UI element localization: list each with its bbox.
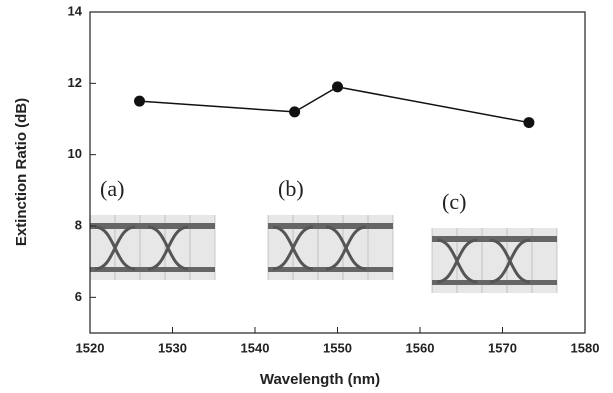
x-tick-label: 1550 [323,340,352,355]
y-axis-label: Extinction Ratio (dB) [13,98,30,246]
x-tick-label: 1540 [241,340,270,355]
chart: (a) (b) (c) Wavelength (nm) Extinction Rat… [0,0,613,393]
x-axis-label: Wavelength (nm) [260,371,380,388]
series-line [140,87,529,123]
data-point [134,96,145,107]
y-tick-label: 10 [68,146,82,161]
x-tick-label: 1580 [571,340,600,355]
data-point [332,81,343,92]
inset-label: (c) [442,189,466,214]
x-tick-label: 1570 [488,340,517,355]
eye-diagram: (a) [90,176,215,280]
eye-diagrams: (a) (b) (c) [90,176,557,293]
x-tick-label: 1560 [406,340,435,355]
y-tick-label: 12 [68,75,82,90]
x-tick-label: 1520 [76,340,105,355]
eye-diagram: (c) [432,189,557,293]
inset-label: (a) [100,176,124,201]
y-tick-label: 14 [68,3,83,18]
data-point [523,117,534,128]
y-tick-label: 8 [75,217,82,232]
inset-label: (b) [278,176,304,201]
data-point [289,106,300,117]
y-tick-label: 6 [75,289,82,304]
eye-diagram: (b) [268,176,393,280]
x-tick-label: 1530 [158,340,187,355]
